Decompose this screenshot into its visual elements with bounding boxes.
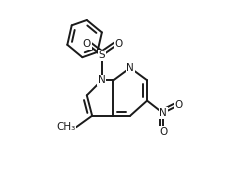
- Text: S: S: [99, 50, 105, 60]
- Text: N: N: [98, 75, 106, 85]
- Text: O: O: [115, 39, 123, 49]
- Text: N: N: [126, 63, 134, 73]
- Text: CH₃: CH₃: [56, 122, 75, 132]
- Text: O: O: [159, 127, 167, 137]
- Text: O: O: [83, 39, 91, 49]
- Text: O: O: [175, 100, 183, 110]
- Text: N: N: [159, 108, 167, 118]
